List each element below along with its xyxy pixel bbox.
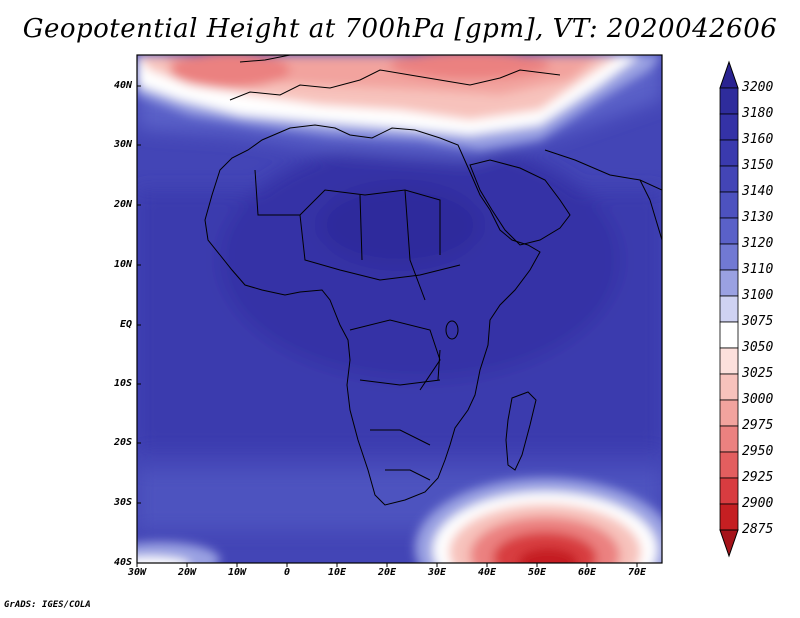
colorbar-label: 2975 [742,418,774,433]
colorbar-swatch [719,217,739,245]
lat-label: 40N [113,80,132,91]
footer-credit: GrADS: IGES/COLA [4,600,91,610]
colorbar-label: 3130 [742,210,774,225]
lon-label: 60E [577,567,597,578]
colorbar-label: 3180 [742,106,774,121]
colorbar-swatch [719,243,739,271]
colorbar-swatch [719,165,739,193]
colorbar-label: 2925 [742,470,774,485]
colorbar-bottom-arrow [719,529,739,558]
colorbar-swatch [719,295,739,323]
lon-label: 40E [477,567,497,578]
lon-label: 0 [283,567,291,578]
colorbar-label: 2900 [742,496,774,511]
colorbar-label: 3025 [742,366,774,381]
colorbar-label: 3100 [742,288,774,303]
colorbar-top-arrow [719,60,739,89]
axis-ticks [136,85,638,567]
colorbar-swatch [719,269,739,297]
colorbar-swatch [719,139,739,167]
colorbar-swatch [719,113,739,141]
colorbar-label: 3110 [742,262,774,277]
colorbar-label: 2875 [742,522,774,537]
lat-label: EQ [119,319,132,330]
colorbar-label: 3140 [742,184,774,199]
colorbar-label: 2950 [742,444,774,459]
lat-label: 40S [113,557,132,568]
colorbar-swatch [719,347,739,375]
colorbar [719,60,739,558]
colorbar-swatch [719,451,739,479]
colorbar-swatch [719,191,739,219]
lon-label: 20E [377,567,397,578]
colorbar-label: 3000 [742,392,774,407]
lon-label: 50E [527,567,547,578]
colorbar-label: 3120 [742,236,774,251]
height-field [137,55,662,563]
colorbar-label: 3200 [742,80,774,95]
colorbar-swatch [719,399,739,427]
lon-label: 30E [427,567,447,578]
colorbar-label: 3050 [742,340,774,355]
lon-label: 10E [327,567,347,578]
colorbar-swatch [719,425,739,453]
colorbar-swatch [719,503,739,531]
colorbar-swatch [719,321,739,349]
lon-label: 30W [127,567,147,578]
colorbar-label: 3160 [742,132,774,147]
coastlines [204,55,662,506]
chart-title: Geopotential Height at 700hPa [gpm], VT:… [22,14,778,44]
colorbar-swatch [719,373,739,401]
lat-label: 10S [113,378,132,389]
lon-label: 20W [177,567,197,578]
colorbar-swatch [719,477,739,505]
lon-label: 10W [227,567,247,578]
colorbar-label: 3075 [742,314,774,329]
lat-label: 30N [113,139,132,150]
lat-label: 10N [113,259,132,270]
colorbar-label: 3150 [742,158,774,173]
lat-label: 30S [113,497,132,508]
lat-label: 20S [113,437,132,448]
colorbar-swatch [719,87,739,115]
lon-label: 70E [627,567,647,578]
lat-label: 20N [113,199,132,210]
